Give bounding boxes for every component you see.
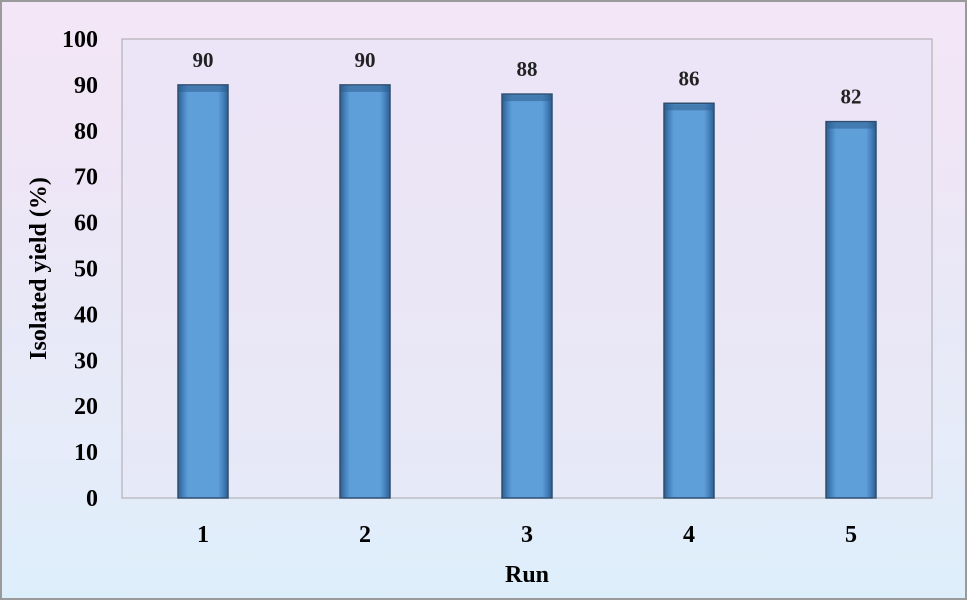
y-tick-label: 10 — [74, 440, 98, 466]
y-tick-label: 50 — [74, 257, 98, 283]
x-tick-label: 2 — [359, 522, 371, 548]
x-axis: 1 2 3 4 5 — [197, 522, 857, 548]
y-tick-label: 60 — [74, 211, 98, 237]
x-tick-label: 3 — [521, 522, 533, 548]
data-label: 88 — [517, 57, 538, 81]
x-axis-title: Run — [505, 562, 549, 588]
bar-series: 90 90 88 86 82 — [177, 48, 877, 499]
bar — [663, 102, 715, 499]
data-label: 90 — [193, 48, 214, 72]
bar — [501, 93, 553, 499]
y-tick-label: 0 — [86, 486, 98, 512]
bar — [339, 84, 391, 499]
x-tick-label: 4 — [683, 522, 695, 548]
y-tick-label: 20 — [74, 394, 98, 420]
x-tick-label: 5 — [845, 522, 857, 548]
bar — [177, 84, 229, 499]
y-tick-label: 90 — [74, 73, 98, 99]
y-axis: 0 10 20 30 40 50 60 70 80 90 100 — [62, 27, 98, 512]
bar-bevel — [179, 85, 227, 92]
y-tick-label: 30 — [74, 348, 98, 374]
y-axis-title: Isolated yield (%) — [26, 177, 52, 360]
y-tick-label: 40 — [74, 302, 98, 328]
bar — [825, 120, 877, 499]
x-tick-label: 1 — [197, 522, 209, 548]
data-label: 86 — [679, 66, 700, 90]
bar-bevel — [341, 85, 389, 92]
bar-bevel — [827, 122, 875, 129]
y-tick-label: 80 — [74, 119, 98, 145]
data-label: 90 — [355, 48, 376, 72]
bar-bevel — [665, 104, 713, 111]
bar-bevel — [503, 95, 551, 102]
y-tick-label: 100 — [62, 27, 98, 53]
y-tick-label: 70 — [74, 165, 98, 191]
data-label: 82 — [841, 85, 862, 109]
